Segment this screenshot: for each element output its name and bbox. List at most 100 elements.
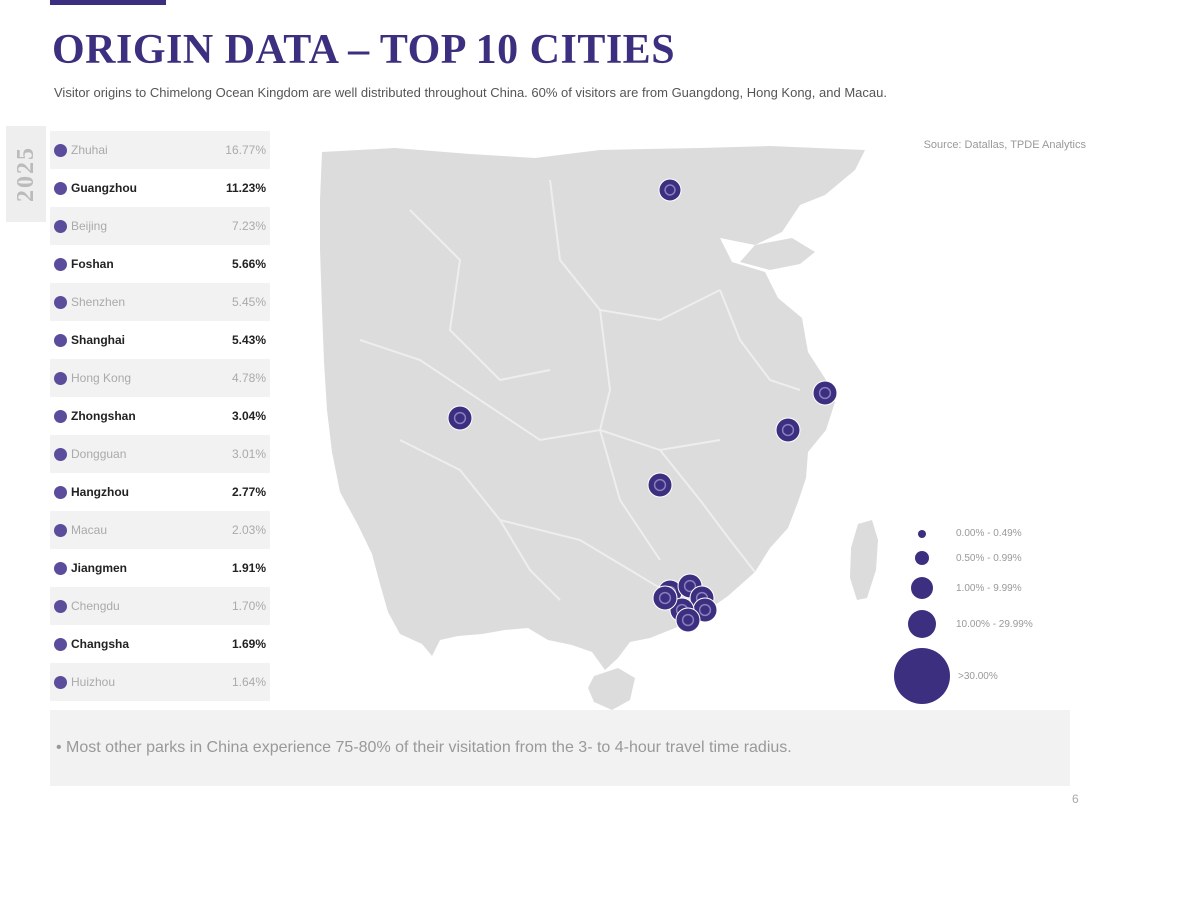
city-percentage: 11.23%: [225, 181, 266, 195]
city-row-dongguan: Dongguan 3.01%: [50, 435, 270, 473]
city-dot-icon: [54, 599, 67, 613]
page-subtitle: Visitor origins to Chimelong Ocean Kingd…: [54, 85, 887, 100]
city-row-hong-kong: Hong Kong 4.78%: [50, 359, 270, 397]
province-border: [719, 289, 801, 391]
legend-label: 0.00% - 0.49%: [956, 528, 1022, 539]
city-marker-changsha: [647, 472, 673, 498]
city-row-shanghai: Shanghai 5.43%: [50, 321, 270, 359]
legend-item: 0.00% - 0.49%: [888, 528, 1022, 539]
city-row-huizhou: Huizhou 1.64%: [50, 663, 270, 701]
city-list: Zhuhai 16.77% Guangzhou 11.23% Beijing 7.23% F…: [50, 131, 270, 701]
city-dot-icon: [54, 637, 67, 651]
city-marker-ring: [658, 591, 672, 605]
city-row-guangzhou: Guangzhou 11.23%: [50, 169, 270, 207]
city-row-macau: Macau 2.03%: [50, 511, 270, 549]
city-dot-icon: [54, 675, 67, 689]
legend-circle-icon: [915, 551, 929, 565]
legend-label: >30.00%: [958, 670, 998, 682]
city-percentage: 1.64%: [231, 675, 266, 689]
city-marker-shanghai: [812, 380, 838, 406]
city-percentage: 1.91%: [231, 561, 266, 575]
city-marker-ring: [818, 386, 832, 400]
shandong-peninsula: [740, 238, 815, 270]
legend-item: 10.00% - 29.99%: [888, 610, 1033, 638]
city-dot-icon: [54, 257, 67, 271]
city-name: Beijing: [71, 219, 108, 233]
city-marker-ring: [453, 411, 467, 425]
legend-circle-icon: [918, 529, 926, 538]
city-dot-icon: [54, 219, 67, 233]
city-percentage: 5.43%: [231, 333, 266, 347]
legend-label: 1.00% - 9.99%: [956, 582, 1022, 594]
city-name: Hangzhou: [71, 485, 129, 499]
city-name: Hong Kong: [71, 371, 132, 385]
city-dot-icon: [54, 485, 67, 499]
city-row-chengdu: Chengdu 1.70%: [50, 587, 270, 625]
province-border: [659, 449, 756, 573]
city-name: Changsha: [71, 637, 130, 651]
hainan-island: [588, 668, 635, 710]
city-percentage: 5.66%: [231, 257, 266, 271]
province-border: [499, 519, 681, 601]
city-name: Dongguan: [71, 447, 127, 461]
city-marker-ring: [653, 478, 667, 492]
top-accent-bar: [50, 0, 166, 5]
city-dot-icon: [54, 333, 67, 347]
city-dot-icon: [54, 143, 67, 157]
taiwan-island: [850, 520, 878, 600]
city-percentage: 1.70%: [231, 599, 266, 613]
city-percentage: 4.78%: [231, 371, 266, 385]
city-marker-ring: [698, 603, 712, 617]
city-marker-hangzhou: [775, 417, 801, 443]
city-name: Shenzhen: [71, 295, 126, 309]
city-markers: [447, 178, 838, 633]
city-marker-chengdu: [447, 405, 473, 431]
city-percentage: 7.23%: [231, 219, 266, 233]
legend-item: 1.00% - 9.99%: [888, 577, 1022, 599]
city-marker-ring: [664, 184, 676, 196]
city-row-shenzhen: Shenzhen 5.45%: [50, 283, 270, 321]
city-name: Jiangmen: [71, 561, 128, 575]
province-borders: [359, 179, 801, 601]
city-dot-icon: [54, 561, 67, 575]
page-number: 6: [1072, 792, 1079, 806]
city-name: Zhuhai: [71, 143, 108, 157]
city-row-zhuhai: Zhuhai 16.77%: [50, 131, 270, 169]
city-marker-zhuhai: [675, 607, 701, 633]
legend-circle-icon: [894, 648, 950, 704]
city-name: Macau: [71, 523, 108, 537]
city-row-beijing: Beijing 7.23%: [50, 207, 270, 245]
city-name: Guangzhou: [71, 181, 137, 195]
province-border: [598, 309, 661, 561]
source-note: Source: Datallas, TPDE Analytics: [923, 139, 1086, 151]
city-percentage: 3.01%: [231, 447, 266, 461]
city-name: Shanghai: [71, 333, 126, 347]
page-title: ORIGIN DATA – TOP 10 CITIES: [52, 27, 676, 73]
province-border: [359, 339, 481, 401]
city-dot-icon: [54, 523, 67, 537]
city-dot-icon: [54, 371, 67, 385]
city-percentage: 2.03%: [231, 523, 266, 537]
city-row-foshan: Foshan 5.66%: [50, 245, 270, 283]
city-name: Huizhou: [71, 675, 116, 689]
city-row-zhongshan: Zhongshan 3.04%: [50, 397, 270, 435]
side-logo: 2025: [6, 126, 46, 222]
city-marker-ring: [781, 423, 795, 437]
city-dot-icon: [54, 295, 67, 309]
city-marker-beijing: [658, 178, 682, 202]
city-percentage: 1.69%: [231, 637, 266, 651]
side-logo-text: 2025: [12, 146, 39, 202]
province-border: [409, 209, 551, 382]
city-row-changsha: Changsha 1.69%: [50, 625, 270, 663]
legend-circle-icon: [911, 577, 933, 599]
mainland-landmass: [320, 146, 865, 670]
bottom-note: • Most other parks in China experience 7…: [50, 710, 1070, 786]
city-name: Zhongshan: [71, 409, 136, 423]
city-dot-icon: [54, 409, 67, 423]
city-percentage: 3.04%: [231, 409, 266, 423]
china-map: [320, 146, 878, 710]
legend-item: >30.00%: [888, 648, 998, 704]
city-name: Foshan: [71, 257, 114, 271]
city-row-jiangmen: Jiangmen 1.91%: [50, 549, 270, 587]
city-row-hangzhou: Hangzhou 2.77%: [50, 473, 270, 511]
